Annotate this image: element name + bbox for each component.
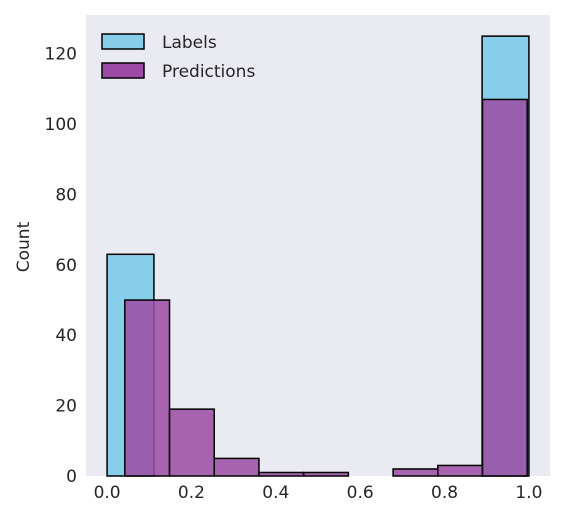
y-tick-label: 20 — [55, 397, 77, 417]
x-tick-label: 0.2 — [178, 483, 205, 503]
legend-label-labels: Labels — [162, 33, 217, 53]
y-tick-label: 40 — [55, 326, 77, 346]
x-tick-label: 0.8 — [431, 483, 458, 503]
bar-predictions-6 — [392, 468, 439, 477]
legend-swatch-labels — [101, 33, 145, 50]
y-tick-label: 60 — [55, 256, 77, 276]
bars-layer — [106, 35, 530, 477]
y-axis-ticks: 0 20 40 60 80 100 120 — [45, 45, 77, 487]
y-tick-label: 120 — [45, 45, 77, 65]
bar-predictions-0 — [124, 299, 171, 477]
legend: Labels Predictions — [101, 33, 255, 82]
bar-predictions-3 — [258, 471, 305, 477]
bar-predictions-8 — [481, 98, 528, 477]
x-tick-label: 1.0 — [515, 483, 542, 503]
y-axis-title: Count — [14, 221, 34, 272]
y-tick-label: 80 — [55, 185, 77, 205]
legend-swatch-predictions — [101, 62, 145, 79]
legend-label-predictions: Predictions — [162, 62, 255, 82]
bar-predictions-4 — [302, 471, 350, 477]
x-tick-label: 0.0 — [94, 483, 121, 503]
bar-predictions-7 — [437, 464, 484, 477]
y-tick-label: 0 — [66, 467, 77, 487]
bar-predictions-2 — [213, 457, 260, 477]
x-tick-label: 0.6 — [347, 483, 374, 503]
x-axis-ticks: 0.0 0.2 0.4 0.6 0.8 1.0 — [94, 483, 543, 503]
x-tick-label: 0.4 — [262, 483, 289, 503]
bar-predictions-1 — [168, 408, 215, 477]
y-tick-label: 100 — [45, 115, 77, 135]
